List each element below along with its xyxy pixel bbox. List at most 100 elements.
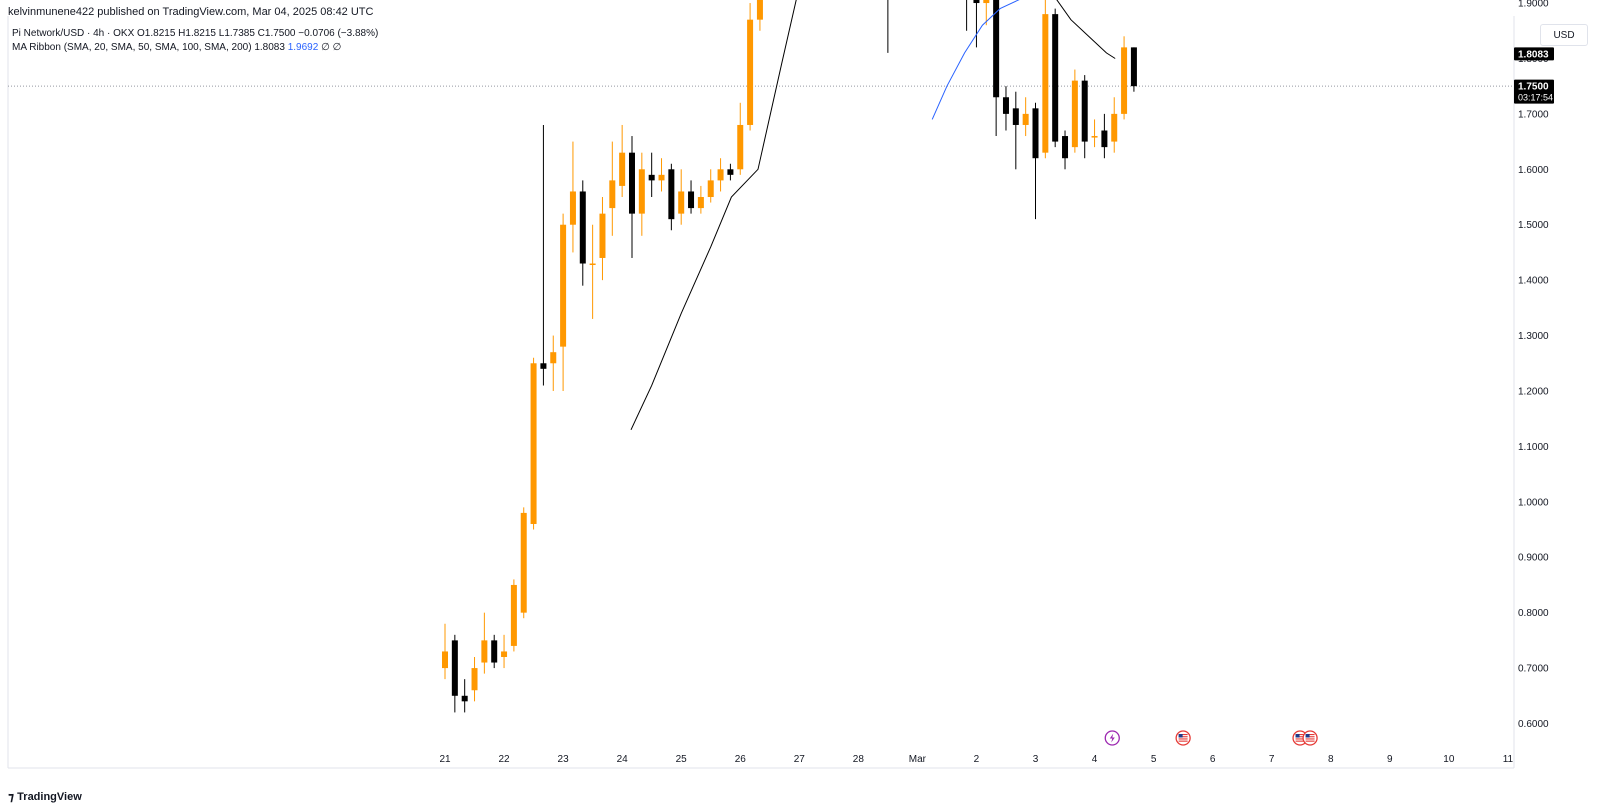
x-tick-label: 9	[1387, 754, 1393, 765]
candle	[1042, 0, 1049, 159]
y-tick-label: 1.2000	[1518, 386, 1549, 397]
x-tick-label: 26	[735, 754, 747, 765]
candle	[481, 612, 488, 674]
countdown-timer: 03:17:54	[1518, 93, 1553, 103]
candle	[510, 579, 517, 652]
candle-body	[1081, 80, 1088, 142]
flag-stripe	[1305, 740, 1315, 742]
tradingview-logo[interactable]: ⁊ TradingView	[8, 790, 82, 804]
candle-body	[579, 191, 586, 264]
candle	[589, 224, 596, 319]
candle	[550, 335, 557, 391]
candle	[747, 3, 754, 131]
ma50-value: 1.9692	[287, 42, 319, 53]
candle	[697, 185, 704, 214]
flag-stripe	[1178, 734, 1188, 736]
x-tick-label: 25	[676, 754, 688, 765]
published-by-line: kelvinmunene422 published on TradingView…	[8, 6, 374, 18]
candle-body	[491, 640, 498, 663]
ma-ribbon-legend[interactable]: MA Ribbon (SMA, 20, SMA, 50, SMA, 100, S…	[12, 42, 341, 53]
candle	[1062, 130, 1069, 170]
candle-body	[1022, 113, 1029, 125]
x-tick-label: 23	[558, 754, 570, 765]
candle	[658, 158, 665, 192]
y-tick-label: 1.6000	[1518, 165, 1549, 176]
ma-ribbon-empty-values: ∅ ∅	[318, 42, 342, 53]
candle	[579, 180, 586, 286]
candle	[1002, 86, 1009, 131]
currency-selector[interactable]: USD	[1540, 24, 1588, 46]
candle	[727, 163, 734, 181]
candle-body	[973, 0, 980, 4]
y-tick-label: 1.3000	[1518, 331, 1549, 342]
candle-body	[678, 191, 685, 214]
axis-price-label-text: 1.7500	[1518, 82, 1549, 93]
candle-body	[1032, 108, 1039, 159]
candle-body	[520, 512, 527, 613]
x-tick-label: 21	[439, 754, 451, 765]
candle-body	[609, 180, 616, 209]
candle-body	[1052, 14, 1059, 142]
y-tick-label: 1.5000	[1518, 220, 1549, 231]
currency-label: USD	[1553, 29, 1575, 41]
candle	[983, 0, 990, 26]
flash-icon[interactable]	[1104, 730, 1120, 746]
y-tick-label: 1.7000	[1518, 109, 1549, 120]
candle-body	[993, 0, 1000, 98]
us-flag-icon[interactable]	[1302, 730, 1318, 746]
us-flag-icon[interactable]	[1175, 730, 1191, 746]
x-tick-label: 2	[974, 754, 980, 765]
symbol-info-line: Pi Network/USD · 4h · OKX O1.8215 H1.821…	[12, 28, 379, 39]
candle	[520, 507, 527, 619]
candle-body	[451, 640, 458, 696]
x-tick-label: Mar	[909, 754, 927, 765]
axis-price-label-bg	[1514, 79, 1554, 104]
candle	[530, 357, 537, 530]
y-tick-label: 0.9000	[1518, 553, 1549, 564]
axis-price-label: 1.8083	[1514, 47, 1554, 61]
candle	[688, 180, 695, 214]
candle	[737, 102, 744, 175]
x-tick-label: 5	[1151, 754, 1157, 765]
candle	[678, 169, 685, 225]
y-tick-label: 1.9000	[1518, 0, 1549, 10]
x-tick-label: 8	[1328, 754, 1334, 765]
candle	[1091, 119, 1098, 148]
candle	[569, 141, 576, 253]
candle-body	[658, 174, 665, 181]
ma-ribbon-values: MA Ribbon (SMA, 20, SMA, 50, SMA, 100, S…	[12, 42, 288, 53]
candle-body	[638, 169, 645, 214]
ma20-line	[630, 0, 1116, 431]
candle	[540, 124, 547, 386]
candle	[619, 124, 626, 198]
candle	[442, 623, 448, 680]
candlestick-series	[442, 0, 1137, 713]
flag-stripe	[1295, 734, 1305, 736]
flag-stripe	[1305, 738, 1315, 740]
flag-canton	[1178, 734, 1183, 738]
candle-body	[540, 363, 547, 369]
x-tick-label: 28	[853, 754, 865, 765]
axis-price-label-bg	[1514, 47, 1554, 61]
candle	[717, 158, 724, 192]
candle-body	[756, 0, 763, 20]
candle	[471, 656, 478, 702]
candle-body	[688, 191, 695, 209]
candle-body	[1121, 47, 1128, 114]
tradingview-logo-icon: ⁊	[8, 790, 14, 804]
candle	[1032, 102, 1039, 220]
candle	[1071, 69, 1078, 153]
candle-body	[1130, 47, 1137, 87]
event-markers	[1104, 730, 1318, 746]
candle-body	[727, 169, 734, 175]
flag-icon-circle	[1302, 730, 1318, 746]
candle	[648, 152, 655, 198]
flag-stripe	[1295, 738, 1305, 740]
x-tick-label: 6	[1210, 754, 1216, 765]
candle	[707, 169, 714, 203]
candle	[560, 213, 567, 391]
candle	[1012, 91, 1019, 170]
candle-body	[983, 0, 990, 4]
y-tick-label: 1.4000	[1518, 276, 1549, 287]
